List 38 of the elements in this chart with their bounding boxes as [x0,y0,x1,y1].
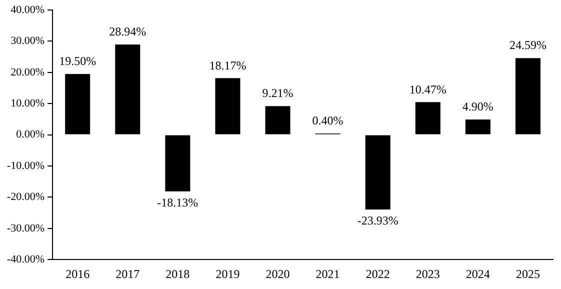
data-label: 18.17% [209,58,246,72]
y-tick-label: 30.00% [10,35,45,48]
x-tick-label: 2022 [366,266,390,281]
data-label: 28.94% [109,24,146,39]
data-label: -18.13% [157,196,198,210]
x-tick-label: 2023 [416,266,440,281]
data-label: 19.50% [59,54,96,68]
bar [165,135,190,192]
bar [515,58,540,134]
x-tick-label: 2018 [166,266,190,281]
x-tick-label: 2017 [116,266,140,281]
bar [265,106,290,134]
y-tick-label: 20.00% [10,66,45,78]
data-label: 9.21% [262,86,294,100]
y-tick-label: 0.00% [16,128,45,141]
x-tick-label: 2020 [266,266,290,281]
data-label: 0.40% [312,114,344,128]
data-label: 4.90% [462,100,494,114]
bar [115,44,140,134]
x-tick-label: 2019 [216,266,240,281]
data-label: 10.47% [409,82,446,96]
y-tick-label: 40.00% [10,4,45,16]
data-label: 24.59% [509,38,546,52]
y-tick-label: -30.00% [7,222,45,234]
x-tick-label: 2021 [316,266,340,281]
y-tick-label: 10.00% [10,97,45,110]
bar [415,102,440,134]
bar [215,78,240,134]
bar [365,135,390,210]
x-tick-label: 2024 [466,266,490,281]
y-tick-label: -20.00% [7,191,45,204]
x-tick-label: 2025 [516,266,540,281]
data-label: -23.93% [357,214,398,228]
x-tick-label: 2016 [66,266,90,281]
bar [65,74,90,134]
y-tick-label: -40.00% [7,253,45,266]
bar [465,120,490,134]
y-tick-label: -10.00% [7,160,45,172]
